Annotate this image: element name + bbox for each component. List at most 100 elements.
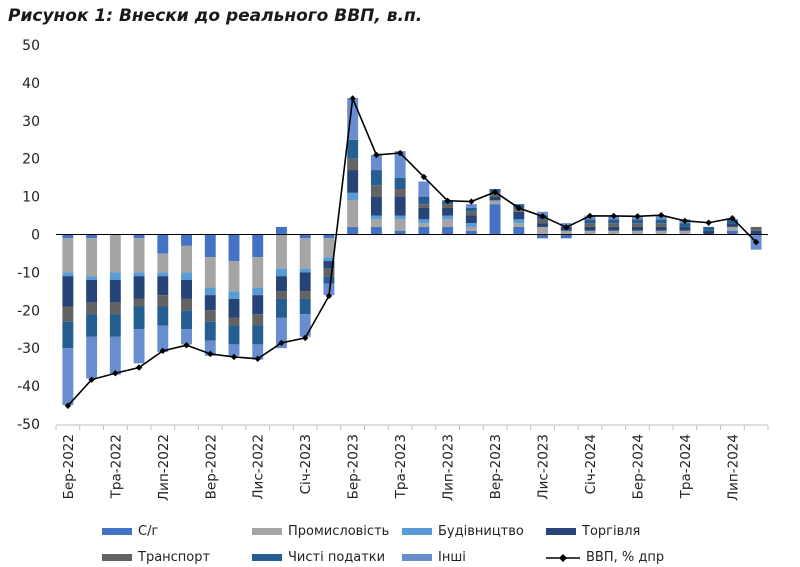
bar-segment bbox=[157, 325, 169, 352]
bar-segment bbox=[323, 234, 335, 239]
legend-item-construction: Будівництво bbox=[402, 524, 524, 539]
bar-segment bbox=[347, 158, 359, 171]
bar-segment bbox=[228, 298, 240, 318]
gdp-point bbox=[420, 173, 428, 181]
bar-segment bbox=[276, 226, 287, 235]
bar-segment bbox=[489, 204, 501, 235]
bar-segment bbox=[276, 298, 287, 318]
bar-segment bbox=[276, 234, 287, 269]
bar-segment bbox=[181, 329, 192, 345]
x-tick-label: Січ-2024 bbox=[583, 434, 599, 494]
bar-segment bbox=[228, 317, 240, 326]
bar-segment bbox=[465, 215, 477, 224]
bar-segment bbox=[608, 230, 620, 235]
bar-segment bbox=[347, 200, 359, 227]
bar-segment bbox=[537, 219, 548, 224]
bar-segment bbox=[252, 295, 264, 315]
bar-segment bbox=[86, 234, 98, 239]
legend-swatch-net-taxes bbox=[252, 554, 282, 561]
gdp-point bbox=[302, 334, 309, 342]
bar-segment bbox=[703, 226, 715, 231]
bar-segment bbox=[418, 196, 430, 205]
bar-segment bbox=[418, 219, 430, 224]
bar-segment bbox=[347, 139, 359, 159]
legend-label-transport: Транспорт bbox=[138, 550, 211, 565]
bar-segment bbox=[276, 291, 287, 299]
bar-segment bbox=[133, 276, 145, 299]
bar-segment bbox=[537, 223, 548, 227]
bar-segment bbox=[370, 226, 382, 235]
bar-segment bbox=[181, 298, 192, 311]
gdp-point bbox=[325, 292, 333, 300]
bar-segment bbox=[370, 154, 382, 171]
bar-segment bbox=[513, 226, 525, 235]
bar-segment bbox=[442, 207, 454, 216]
bar-segment bbox=[228, 234, 240, 262]
y-tick-label: -50 bbox=[17, 417, 40, 433]
bar-segment bbox=[204, 234, 216, 258]
bar-segment bbox=[157, 253, 169, 273]
bar-segment bbox=[204, 287, 216, 296]
bar-segment bbox=[394, 177, 406, 190]
y-tick-label: 10 bbox=[22, 190, 40, 206]
gdp-point bbox=[752, 238, 760, 246]
gdp-point bbox=[349, 95, 356, 102]
bar-segment bbox=[347, 192, 359, 201]
bar-segment bbox=[489, 196, 501, 201]
bar-segment bbox=[157, 276, 169, 296]
bar-segment bbox=[323, 268, 335, 277]
bar-segment bbox=[537, 234, 548, 239]
bar-segment bbox=[86, 276, 98, 280]
bar-segment bbox=[632, 223, 643, 227]
chart-title: Рисунок 1: Внески до реального ВВП, в.п. bbox=[8, 6, 423, 26]
bar-segment bbox=[394, 151, 406, 178]
bar-segment bbox=[133, 272, 145, 277]
gdp-point bbox=[373, 151, 380, 159]
bar-segment bbox=[323, 261, 335, 269]
bar-segment bbox=[323, 238, 335, 258]
legend-label-trade: Торгівля bbox=[582, 524, 641, 539]
bar-segment bbox=[228, 344, 240, 356]
bar-segment bbox=[655, 223, 667, 227]
bar-segment bbox=[608, 219, 620, 224]
bar-segment bbox=[347, 226, 359, 235]
y-tick-label: -10 bbox=[17, 265, 40, 281]
y-tick-label: 30 bbox=[22, 114, 40, 130]
bar-segment bbox=[370, 219, 382, 227]
bar-segment bbox=[394, 196, 406, 216]
bar-segment bbox=[513, 219, 525, 224]
bar-segment bbox=[228, 291, 240, 299]
bar-segment bbox=[726, 230, 738, 235]
bar-segment bbox=[394, 215, 406, 220]
bar-segment bbox=[323, 276, 335, 284]
x-tick-label: Вер-2023 bbox=[488, 434, 504, 499]
x-tick-label: Лип-2023 bbox=[441, 434, 457, 501]
x-tick-label: Бер-2022 bbox=[61, 434, 77, 499]
bar-segment bbox=[133, 306, 145, 330]
gdp-point bbox=[278, 339, 285, 347]
legend-item-other: Інші bbox=[402, 550, 466, 565]
gdp-point bbox=[610, 212, 617, 220]
bar-segment bbox=[370, 196, 382, 216]
bar-segment bbox=[228, 325, 240, 345]
bar-segment bbox=[560, 230, 572, 235]
gdp-line bbox=[67, 95, 757, 407]
bar-segment bbox=[465, 230, 477, 235]
chart-canvas: 50 40 30 20 10 0 -10 -20 -30 -40 -50 Бер-2022 Тра-20… bbox=[17, 38, 769, 501]
bar-segment bbox=[86, 314, 98, 337]
bar-segment bbox=[204, 295, 216, 311]
bar-segment bbox=[157, 272, 169, 277]
bar-segment bbox=[109, 272, 121, 280]
gdp-point bbox=[586, 212, 594, 220]
bar-segment bbox=[632, 219, 643, 224]
legend-label-other: Інші bbox=[438, 550, 466, 565]
bar-segment bbox=[133, 329, 145, 364]
bar-segment bbox=[181, 279, 192, 299]
bar-segment bbox=[181, 245, 192, 273]
gdp-point bbox=[135, 364, 143, 371]
bar-segment bbox=[655, 219, 667, 224]
x-tick-label: Лип-2024 bbox=[725, 434, 741, 501]
legend-swatch-sg bbox=[102, 528, 132, 535]
y-tick-label: -20 bbox=[17, 303, 40, 319]
bar-segment bbox=[109, 336, 121, 375]
